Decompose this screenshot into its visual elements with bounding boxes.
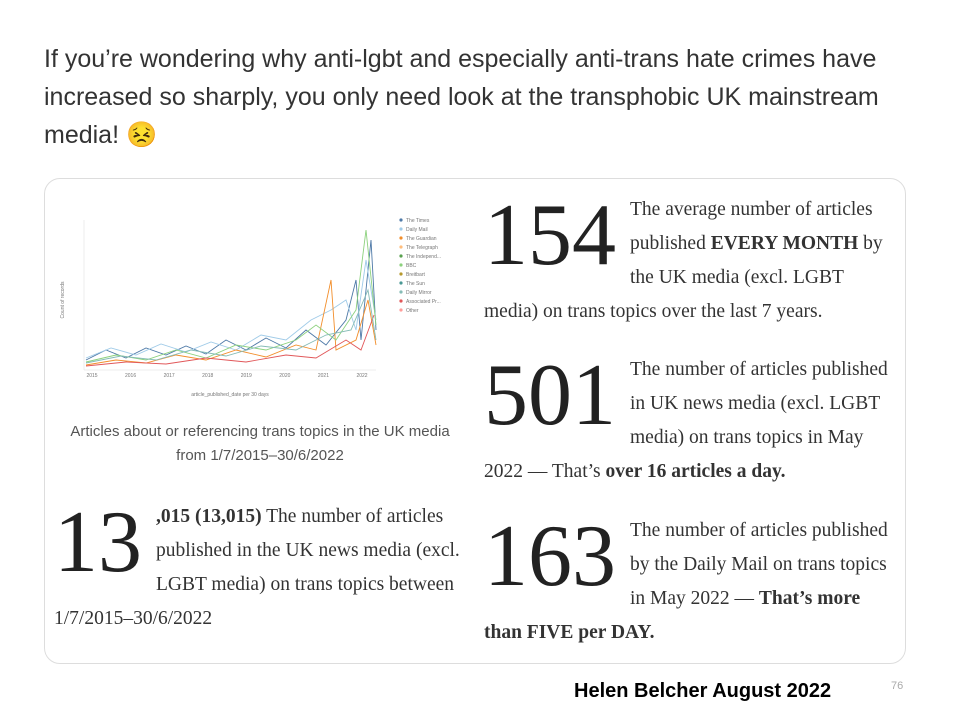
- x-tick-label: 2021: [318, 373, 329, 379]
- legend-label: The Times: [406, 218, 430, 224]
- legend-label: The Guardian: [406, 236, 437, 242]
- x-tick-label: 2018: [202, 373, 213, 379]
- stat-text: EVERY MONTH: [710, 233, 859, 254]
- stat-text: by the UK media (excl. LGBT media) on tr…: [484, 233, 883, 322]
- x-tick-label: 2015: [86, 373, 97, 379]
- legend-swatch: [399, 236, 403, 240]
- stat-text: ,015 (13,015): [156, 506, 262, 527]
- figure-caption: Articles about or referencing trans topi…: [70, 423, 450, 464]
- legend-swatch: [399, 245, 403, 249]
- x-tick-label: 2019: [241, 373, 252, 379]
- x-tick-label: 2022: [356, 373, 367, 379]
- x-tick-label: 2020: [279, 373, 290, 379]
- big-number: 13: [54, 494, 142, 591]
- big-number: 501: [484, 347, 616, 444]
- image-card: [44, 178, 906, 664]
- legend-swatch: [399, 281, 403, 285]
- legend-label: Associated Pr...: [406, 299, 441, 305]
- legend-label: The Sun: [406, 281, 425, 287]
- stat-block: 13 ,015 (13,015) The number of articles p…: [54, 494, 468, 636]
- legend-label: The Telegraph: [406, 245, 438, 251]
- author: Helen Belcher August 2022: [574, 680, 832, 702]
- stat-text: That’s more than FIVE per DAY.: [484, 588, 861, 643]
- legend-swatch: [399, 290, 403, 294]
- y-axis-label: Count of records: [60, 281, 66, 318]
- stat-text: The number of articles published in the …: [54, 506, 460, 629]
- tweet-text: If you’re wondering why anti-lgbt and es…: [44, 45, 879, 149]
- legend-swatch: [399, 308, 403, 312]
- legend-swatch: [399, 218, 403, 222]
- legend-label: Other: [406, 308, 419, 314]
- legend-swatch: [399, 272, 403, 276]
- legend-label: Daily Mail: [406, 227, 428, 233]
- mini-chart: Count of records article_published_date …: [60, 218, 441, 398]
- page-number: 76: [891, 680, 904, 692]
- x-tick-label: 2017: [164, 373, 175, 379]
- legend-label: The Independ...: [406, 254, 441, 260]
- x-tick-label: 2016: [125, 373, 136, 379]
- legend-swatch: [399, 227, 403, 231]
- legend-swatch: [399, 299, 403, 303]
- line-texture: [85, 229, 377, 367]
- stat-block: 501 The number of articles published in U…: [484, 347, 898, 489]
- legend-swatch: [399, 254, 403, 258]
- stat-block: 163 The number of articles published by t…: [484, 508, 894, 650]
- legend-label: Breitbart: [406, 272, 426, 278]
- x-axis-label: article_published_date per 30 days: [191, 392, 269, 398]
- stat-text: The number of articles published by the …: [630, 520, 888, 609]
- big-number: 163: [484, 508, 616, 605]
- legend-label: BBC: [406, 263, 417, 269]
- big-number: 154: [484, 187, 616, 284]
- stat-text: The number of articles published in UK n…: [484, 359, 888, 482]
- stat-block: 154 The average number of articles publis…: [484, 187, 894, 329]
- legend-swatch: [399, 263, 403, 267]
- legend-label: Daily Mirror: [406, 290, 432, 296]
- stat-text: The average number of articles published: [630, 199, 873, 254]
- stat-text: over 16 articles a day.: [605, 461, 786, 482]
